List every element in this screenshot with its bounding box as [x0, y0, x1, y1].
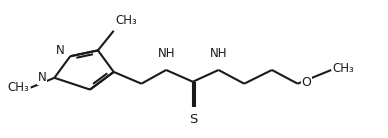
Text: N: N [55, 44, 64, 57]
Text: S: S [189, 113, 197, 126]
Text: NH: NH [210, 47, 227, 60]
Text: CH₃: CH₃ [7, 81, 29, 94]
Text: CH₃: CH₃ [116, 14, 137, 27]
Text: NH: NH [158, 47, 175, 60]
Text: N: N [160, 47, 168, 60]
Text: N: N [38, 71, 47, 84]
Text: H: H [164, 47, 173, 60]
Text: CH₃: CH₃ [332, 63, 354, 75]
Text: O: O [301, 76, 312, 89]
